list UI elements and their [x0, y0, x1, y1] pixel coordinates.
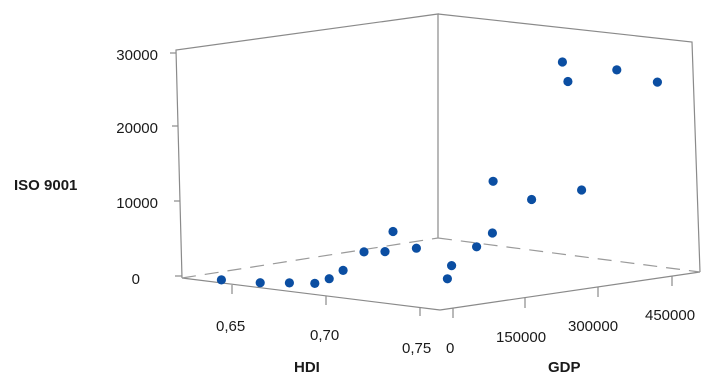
data-point-8 [388, 226, 398, 237]
floor-back-edge-right [437, 237, 701, 273]
data-point-0 [216, 275, 226, 285]
hdi-tick-label-065: 0,65 [216, 318, 245, 335]
data-point-6 [359, 247, 369, 257]
data-point-16 [577, 185, 587, 195]
data-point-4 [324, 274, 334, 284]
data-points-group [216, 57, 663, 288]
data-point-12 [472, 242, 482, 252]
floor-edge-hdi [181, 277, 441, 311]
hdi-tick-label-075: 0,75 [402, 340, 431, 357]
iso-tick-label-20000: 20000 [116, 120, 158, 137]
data-point-14 [488, 176, 498, 186]
data-point-10 [442, 274, 452, 284]
data-point-11 [447, 261, 457, 271]
back-wall-left-frame [175, 13, 439, 279]
iso-tick-label-30000: 30000 [116, 47, 158, 64]
iso-axis-title: ISO 9001 [14, 177, 77, 194]
data-point-2 [284, 278, 294, 288]
data-point-9 [411, 243, 421, 253]
gdp-tick-label-450000: 450000 [645, 307, 695, 324]
gdp-tick-label-150000: 150000 [496, 329, 546, 346]
data-point-18 [557, 57, 568, 67]
data-point-17 [563, 76, 573, 87]
gdp-tick-label-0: 0 [446, 340, 454, 357]
hdi-axis-title: HDI [294, 359, 320, 376]
back-wall-right-frame [437, 13, 701, 273]
floor-edge-gdp [439, 271, 701, 311]
data-point-3 [310, 278, 320, 288]
iso-tick-label-10000: 10000 [116, 195, 158, 212]
data-point-19 [612, 65, 622, 75]
data-point-20 [652, 77, 663, 87]
data-point-7 [380, 247, 390, 257]
gdp-tick-label-300000: 300000 [568, 318, 618, 335]
data-point-13 [487, 228, 497, 238]
gdp-axis-title: GDP [548, 359, 581, 376]
data-point-15 [527, 194, 537, 205]
iso-tick-label-0: 0 [132, 271, 140, 288]
hdi-tick-label-070: 0,70 [310, 327, 339, 344]
data-point-5 [338, 265, 348, 275]
floor-back-edge-left [181, 237, 439, 279]
data-point-1 [255, 278, 265, 288]
